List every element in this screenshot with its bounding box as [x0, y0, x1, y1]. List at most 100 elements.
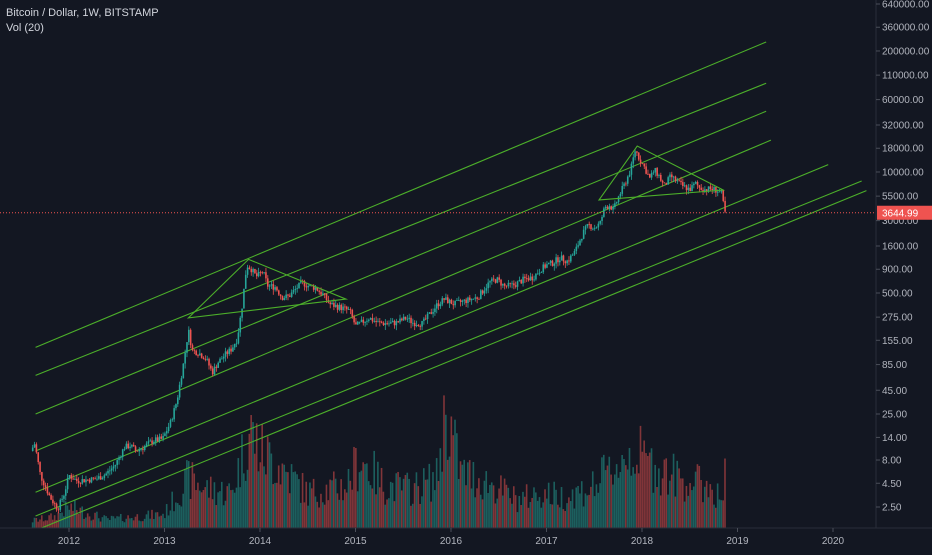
candle-body [199, 353, 201, 356]
volume-bar [367, 481, 370, 528]
volume-bar [538, 497, 541, 528]
candle-body [412, 322, 414, 324]
volume-bar [81, 506, 83, 528]
volume-bar [338, 499, 341, 528]
candle-body [48, 493, 51, 496]
candle-body [630, 163, 633, 175]
volume-bar [434, 490, 436, 528]
candle-body [588, 223, 590, 225]
volume-bar [461, 464, 464, 528]
volume-bar [222, 505, 225, 528]
candle-body [500, 279, 502, 286]
candle-body [538, 272, 541, 274]
volume-bar [439, 448, 442, 528]
candle-body [478, 298, 480, 300]
candle-body [369, 318, 372, 320]
volume-bar [391, 482, 394, 528]
candle-body [586, 223, 589, 227]
price-axis: 640000.00 360000.00 200000.00 110000.00 6000… [875, 0, 932, 528]
volume-bar [555, 489, 557, 528]
candle-body [413, 322, 416, 327]
candle-body [575, 246, 578, 251]
price-tick-label: 8.00 [882, 456, 902, 467]
time-tick-label: 2012 [58, 536, 81, 547]
symbol-title[interactable]: Bitcoin / Dollar, 1W, BITSTAMP [6, 7, 159, 19]
candle-body [151, 440, 153, 444]
volume-bar [112, 516, 115, 528]
candle-body [75, 478, 78, 481]
candle-body [303, 280, 306, 287]
candle-body [636, 151, 638, 153]
candle-body [463, 299, 466, 301]
volume-bar [169, 510, 172, 528]
candle-body [206, 358, 208, 360]
candle-body [345, 306, 348, 310]
volume-bar [421, 496, 423, 528]
volume-bar [235, 487, 238, 528]
candle-body [37, 452, 40, 463]
volume-bar [500, 475, 502, 528]
price-tick-label: 60000.00 [882, 95, 924, 106]
volume-bar [176, 503, 179, 528]
candle-body [667, 177, 669, 185]
candle-body [121, 449, 124, 458]
volume-bar [298, 479, 300, 528]
volume-bar [527, 507, 530, 528]
volume-bar [663, 459, 666, 528]
candle-body [353, 316, 355, 323]
candle-body [140, 449, 142, 450]
candle-body [44, 485, 47, 488]
candle-body [72, 478, 74, 480]
volume-bar [597, 492, 600, 528]
candle-body [604, 206, 607, 209]
volume-bar [468, 460, 471, 528]
candle-body [582, 229, 585, 239]
price-tick-label: 14.00 [882, 433, 907, 444]
volume-bar [422, 468, 425, 528]
volume-bar [602, 454, 605, 528]
volume-bar [342, 500, 344, 528]
candle-body [116, 460, 118, 465]
volume-bar [610, 474, 612, 528]
price-tick-label: 25.00 [882, 409, 907, 420]
candle-body [59, 499, 62, 510]
candle-body [57, 509, 60, 511]
volume-bar [520, 505, 522, 528]
candle-body [53, 503, 56, 505]
volume-bar [419, 503, 421, 528]
candle-body [637, 152, 640, 160]
volume-bar [276, 482, 278, 528]
volume-bar [625, 465, 627, 528]
candle-body [705, 189, 708, 192]
candle-body [507, 282, 510, 287]
volume-bar [408, 478, 410, 528]
price-tick-label: 85.00 [882, 360, 907, 371]
volume-bar [472, 461, 475, 528]
volume-bar [213, 482, 216, 528]
volume-bar [349, 480, 352, 528]
volume-bar [542, 502, 544, 528]
time-tick-label: 2019 [726, 536, 749, 547]
candle-body [520, 280, 523, 284]
volume-bar [123, 522, 126, 528]
candle-body [279, 294, 282, 297]
candle-body [511, 283, 513, 285]
volume-bar [678, 468, 680, 528]
volume-bar [312, 478, 315, 528]
volume-indicator-label[interactable]: Vol (20) [6, 22, 44, 34]
volume-bar [691, 490, 693, 528]
candle-body [716, 191, 719, 193]
candle-body [558, 260, 561, 263]
candle-body [41, 472, 43, 481]
last-price-tag-bg [877, 205, 932, 220]
volume-bar [650, 448, 653, 528]
candle-body [118, 457, 120, 461]
volume-bar [151, 509, 153, 528]
volume-bar [129, 518, 131, 528]
volume-bar [393, 501, 396, 528]
candle-body [110, 468, 113, 471]
volume-bar [518, 495, 521, 528]
volume-bar [454, 419, 456, 528]
